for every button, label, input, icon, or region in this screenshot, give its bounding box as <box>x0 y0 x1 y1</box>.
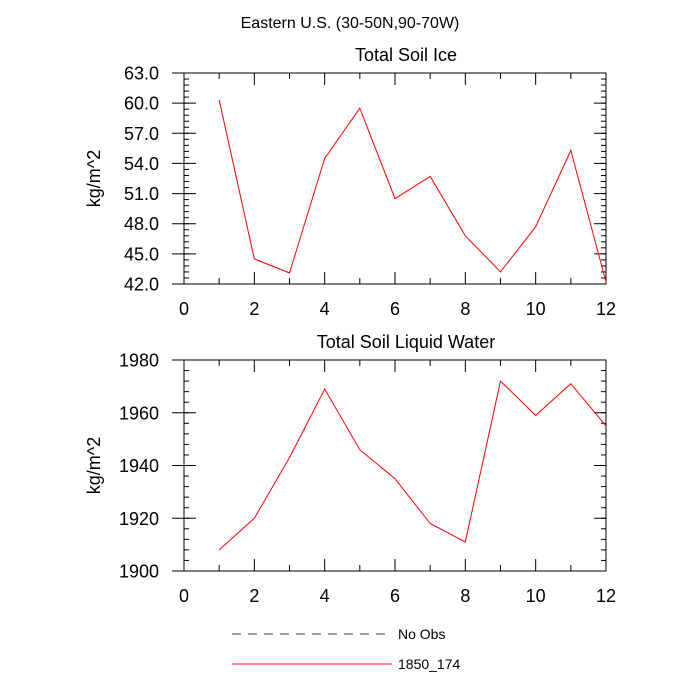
soil-ice-x-tick-label: 4 <box>320 299 330 319</box>
soil-ice-x-tick-label: 0 <box>179 299 189 319</box>
soil-ice-x-tick-label: 8 <box>460 299 470 319</box>
soil-ice-plot-frame <box>183 72 607 285</box>
soil-ice-title: Total Soil Ice <box>355 45 457 65</box>
legend-no-obs-label: No Obs <box>398 626 445 642</box>
soil-liquid-water-x-tick-label: 10 <box>526 586 546 606</box>
soil-liquid-water-panel: Total Soil Liquid Water kg/m^2 0 2 4 6 8 10 12 19… <box>84 332 616 606</box>
soil-ice-y-tick-label: 60.0 <box>124 94 159 114</box>
soil-liquid-water-x-tick-label: 6 <box>390 586 400 606</box>
legend: No Obs 1850_174 <box>232 626 461 672</box>
soil-liquid-water-series-line <box>218 380 607 551</box>
soil-ice-x-tick-label: 6 <box>390 299 400 319</box>
soil-ice-y-tick-label: 51.0 <box>124 184 159 204</box>
figure-title: Eastern U.S. (30-50N,90-70W) <box>241 15 460 32</box>
soil-ice-x-tick-label: 12 <box>596 299 616 319</box>
soil-ice-y-tick-label: 63.0 <box>124 64 159 84</box>
soil-liquid-water-y-tick-label: 1920 <box>119 509 159 529</box>
soil-liquid-water-x-tick-label: 2 <box>249 586 259 606</box>
soil-liquid-water-plot-frame <box>183 359 607 572</box>
soil-ice-y-tick-label: 48.0 <box>124 214 159 234</box>
soil-ice-y-tick-label: 45.0 <box>124 244 159 264</box>
soil-liquid-water-y-tick-label: 1940 <box>119 456 159 476</box>
soil-ice-y-tick-label: 57.0 <box>124 124 159 144</box>
soil-liquid-water-x-tick-label: 0 <box>179 586 189 606</box>
soil-ice-y-tick-label: 54.0 <box>124 154 159 174</box>
soil-liquid-water-x-tick-label: 8 <box>460 586 470 606</box>
soil-ice-series-line <box>218 99 607 283</box>
soil-liquid-water-y-tick-label: 1960 <box>119 403 159 423</box>
soil-ice-y-tick-label: 42.0 <box>124 275 159 295</box>
soil-liquid-water-title: Total Soil Liquid Water <box>317 332 495 352</box>
soil-ice-panel: Total Soil Ice kg/m^2 0 2 4 6 8 10 12 42.0 45.0 48.… <box>84 45 616 319</box>
soil-liquid-water-x-tick-label: 4 <box>320 586 330 606</box>
soil-ice-x-tick-label: 10 <box>526 299 546 319</box>
soil-ice-y-axis-label: kg/m^2 <box>84 150 104 207</box>
legend-series-label: 1850_174 <box>398 656 461 672</box>
soil-liquid-water-y-axis-label: kg/m^2 <box>84 437 104 494</box>
soil-ice-x-tick-label: 2 <box>249 299 259 319</box>
soil-liquid-water-y-tick-label: 1900 <box>119 562 159 582</box>
soil-liquid-water-y-tick-label: 1980 <box>119 351 159 371</box>
soil-liquid-water-x-tick-label: 12 <box>596 586 616 606</box>
